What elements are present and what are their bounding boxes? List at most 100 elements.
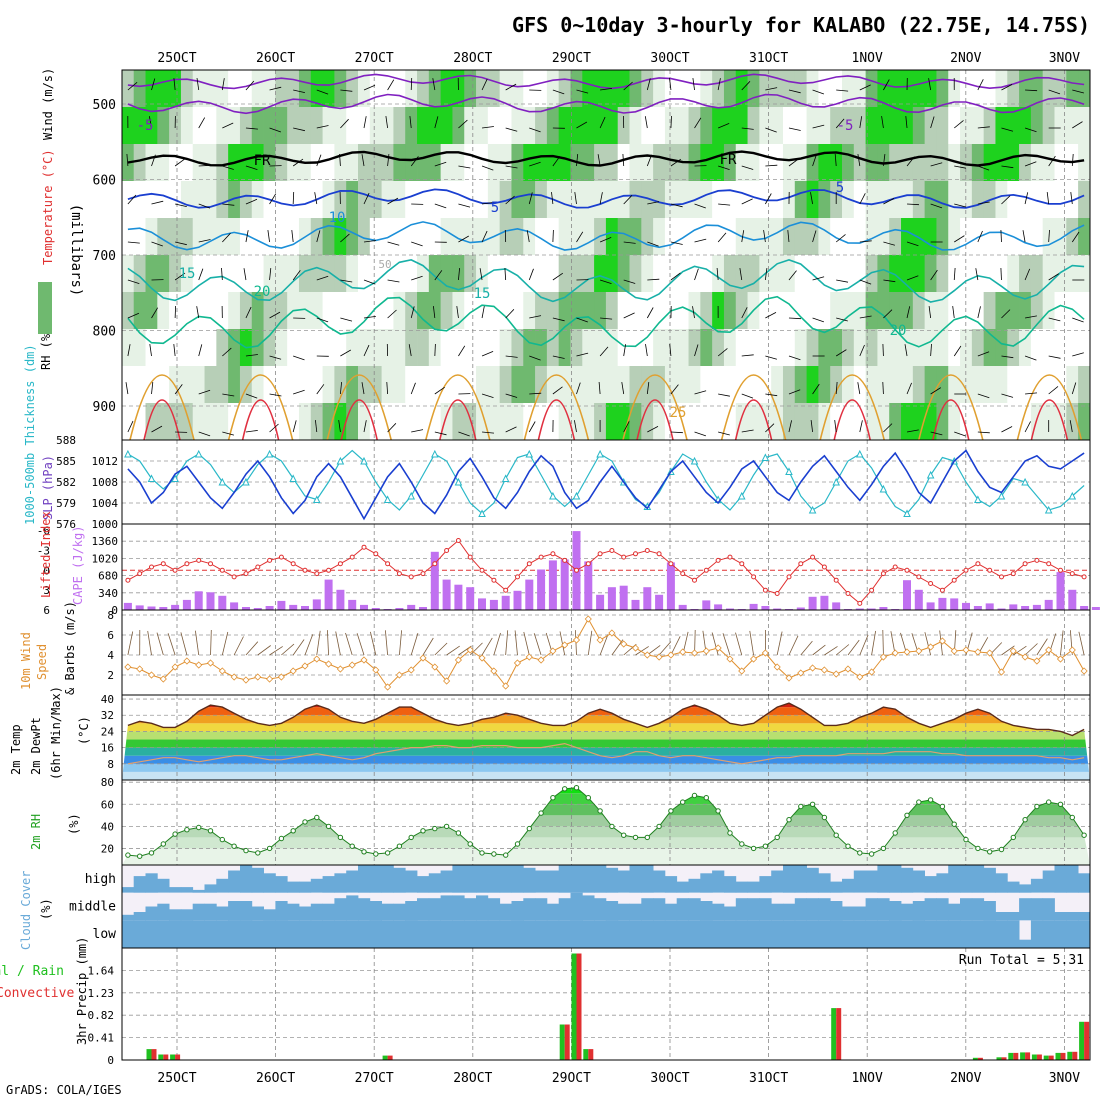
rh-shade-cell [311, 292, 323, 329]
wind-barb-10m [1025, 644, 1037, 656]
lifted-index-point [445, 549, 449, 553]
temperature-contour-label: 10 [329, 210, 346, 226]
cloud-cell-high [535, 871, 547, 893]
cape-bar [702, 600, 710, 610]
pressure-tick-label: 700 [93, 249, 116, 264]
rh-point [232, 844, 236, 848]
rh-shade-cell [677, 218, 689, 255]
wind-barb-10m [482, 638, 492, 655]
wind-barb [883, 344, 884, 356]
rh-shade-cell [677, 181, 689, 218]
rh-point [468, 842, 472, 846]
run-total-label: Run Total = 5.31 [959, 953, 1084, 968]
rh-shade-cell [736, 144, 748, 181]
rh-point [350, 844, 354, 848]
wind-barb-10m [327, 630, 328, 655]
rh-shade-cell [700, 218, 712, 255]
date-label-top: 25OCT [157, 51, 196, 66]
wind-barb-10m [736, 633, 742, 655]
cloud-cell-middle [299, 907, 311, 921]
rh-point [433, 826, 437, 830]
rh-shade-cell [606, 218, 618, 255]
cloud-cell-low [311, 920, 323, 948]
rh-shade-cell [724, 107, 736, 144]
rh-shade-cell [441, 107, 453, 144]
wind-frame [122, 610, 1090, 695]
cloud-cell-low [535, 920, 547, 948]
precip-convective-label: Convective [0, 986, 74, 1001]
cape-bar [124, 603, 132, 610]
rh-point [1082, 833, 1086, 837]
rh-shade-cell [441, 218, 453, 255]
lifted-index-point [516, 575, 520, 579]
date-label-bottom: 27OCT [355, 1071, 394, 1086]
rh-shade-cell [535, 107, 547, 144]
rh-shade-cell [582, 292, 594, 329]
lifted-index-point [822, 565, 826, 569]
rh-shade-cell [122, 218, 134, 255]
rh-shade-cell [1078, 292, 1090, 329]
lifted-index-point [185, 562, 189, 566]
cloud-cell-high [771, 871, 783, 893]
rh-shade-cell [500, 292, 512, 329]
rh-shade-cell [1066, 329, 1078, 366]
rh-shade-cell [382, 403, 394, 440]
rh-shade-cell [405, 329, 417, 366]
cape-bar [360, 605, 368, 610]
rh-shade-cell [748, 366, 760, 403]
wind-speed-point [184, 658, 190, 664]
lifted-index-point [728, 555, 732, 559]
cloud-cell-low [783, 920, 795, 948]
lifted-index-point [374, 552, 378, 556]
rh-shade-cell [807, 107, 819, 144]
rh-shade-cell [901, 366, 913, 403]
slp-axis-label: SLP (hPa) [41, 455, 55, 520]
rh-shade-cell [771, 107, 783, 144]
rh-shade-cell [157, 366, 169, 403]
cloud-cell-middle [736, 898, 748, 920]
cloud-cell-middle [547, 904, 559, 921]
rh-shade-cell [854, 329, 866, 366]
thickness-point [573, 493, 579, 499]
wind-barb-10m [588, 631, 592, 655]
lifted-index-point [905, 568, 909, 572]
rh-shade-cell [712, 329, 724, 366]
rh-point [291, 829, 295, 833]
rh-shade-cell [700, 70, 712, 107]
rh-shade-cell [606, 292, 618, 329]
rh-shade-cell [370, 329, 382, 366]
cloud-cell-high [972, 865, 984, 893]
cloud-cell-middle [748, 898, 760, 920]
cloud-cell-middle [866, 898, 878, 920]
rh-shade-cell [594, 366, 606, 403]
rh-shade-cell [641, 144, 653, 181]
cloud-cell-middle [960, 898, 972, 920]
rh-shade-cell [936, 107, 948, 144]
cloud-cell-low [382, 920, 394, 948]
rh-shade-cell [287, 107, 299, 144]
wind-barb-10m [399, 630, 401, 655]
rh-shade-cell [382, 107, 394, 144]
lifted-index-point [279, 555, 283, 559]
cloud-row-label: high [85, 872, 116, 887]
rh-shade-cell [464, 107, 476, 144]
wind-speed-point [243, 677, 249, 683]
wind-barb-10m [494, 633, 501, 655]
rh-shade-cell [818, 292, 830, 329]
rh-shade-cell [146, 181, 158, 218]
cloud-cell-low [146, 920, 158, 948]
cloud-cell-middle [287, 904, 299, 921]
cloud-cell-high [677, 882, 689, 893]
cloud-cell-high [299, 882, 311, 893]
cloud-cell-middle [677, 898, 689, 920]
rh-shade-cell [641, 107, 653, 144]
wind-speed-point [208, 660, 214, 666]
precip-total-bar [1044, 1056, 1049, 1060]
cloud-cell-high [830, 882, 842, 893]
rh-shade-cell [677, 107, 689, 144]
lifted-index-point [386, 562, 390, 566]
rh-shade-cell [570, 292, 582, 329]
rh-shade-cell [582, 107, 594, 144]
cape-bar [183, 600, 191, 610]
precip-total-bar [1079, 1022, 1084, 1060]
